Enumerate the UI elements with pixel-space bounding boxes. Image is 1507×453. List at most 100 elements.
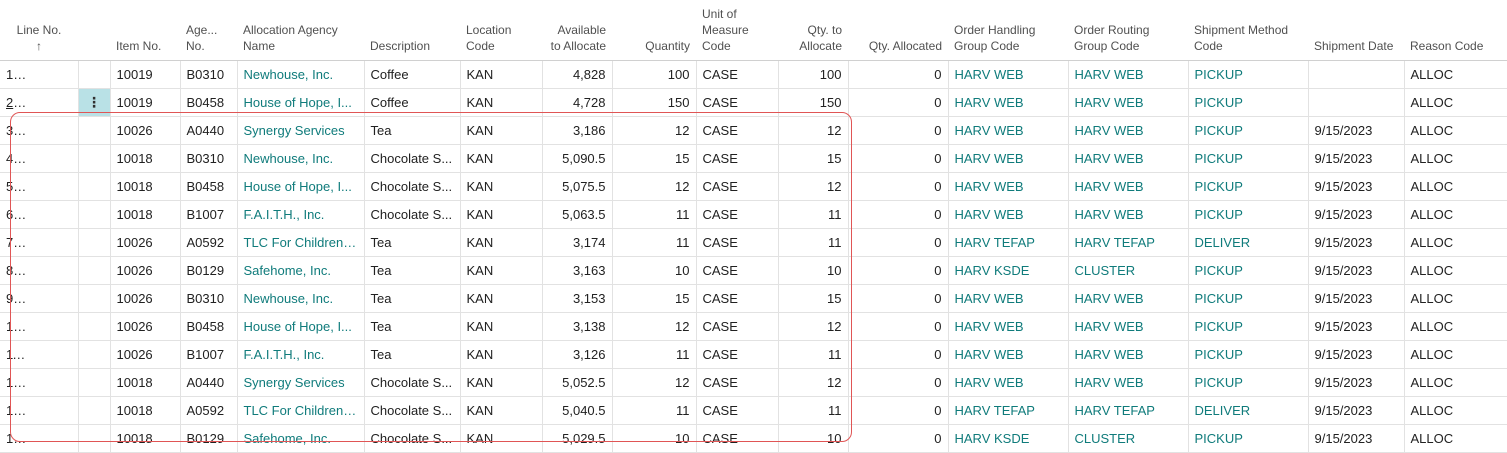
col-header-shipment-date[interactable]: Shipment Date [1308, 0, 1404, 61]
routing-cell[interactable]: HARV WEB [1067, 340, 1188, 369]
agency-name-cell[interactable]: TLC For Children ... [236, 228, 364, 257]
description-cell[interactable]: Coffee [363, 88, 460, 117]
description-cell[interactable]: Chocolate S... [363, 172, 460, 201]
quantity-cell[interactable]: 11 [611, 340, 696, 369]
agency-name-cell[interactable]: F.A.I.T.H., Inc. [236, 200, 364, 229]
uom-cell[interactable]: CASE [695, 116, 778, 145]
reason-cell[interactable]: ALLOC [1403, 256, 1507, 285]
item-no-cell[interactable]: 10026 [109, 116, 180, 145]
col-header-shipment-method[interactable]: Shipment Method Code [1188, 0, 1308, 61]
shipment-date-cell[interactable]: 9/15/2023 [1307, 340, 1404, 369]
qty-to-allocate-cell[interactable]: 15 [777, 284, 848, 313]
routing-cell[interactable]: CLUSTER [1067, 256, 1188, 285]
table-row[interactable]: 120000 10018 A0440 Synergy Services Chocolat… [0, 368, 1507, 397]
row-actions-icon[interactable]: ⋮ [87, 94, 101, 110]
shipment-method-cell[interactable]: PICKUP [1187, 284, 1308, 313]
agency-no-cell[interactable]: B0310 [179, 284, 237, 313]
quantity-cell[interactable]: 12 [611, 116, 696, 145]
shipment-method-cell[interactable]: PICKUP [1187, 144, 1308, 173]
line-no-cell[interactable]: 130000 [0, 396, 78, 425]
routing-cell[interactable]: HARV TEFAP [1067, 396, 1188, 425]
shipment-method-cell[interactable]: PICKUP [1187, 368, 1308, 397]
table-row[interactable]: 110000 10026 B1007 F.A.I.T.H., Inc. Tea KAN 3,… [0, 340, 1507, 369]
table-row[interactable]: 90000 10026 B0310 Newhouse, Inc. Tea KAN 3,153… [0, 284, 1507, 313]
description-cell[interactable]: Tea [363, 340, 460, 369]
line-no-cell[interactable]: 40000 [0, 144, 78, 173]
qty-to-allocate-cell[interactable]: 12 [777, 312, 848, 341]
quantity-cell[interactable]: 10 [611, 256, 696, 285]
handling-cell[interactable]: HARV WEB [947, 116, 1068, 145]
routing-cell[interactable]: CLUSTER [1067, 424, 1188, 453]
quantity-cell[interactable]: 10 [611, 424, 696, 453]
handling-cell[interactable]: HARV KSDE [947, 424, 1068, 453]
routing-cell[interactable]: HARV WEB [1067, 116, 1188, 145]
location-cell[interactable]: KAN [459, 340, 542, 369]
shipment-method-cell[interactable]: PICKUP [1187, 340, 1308, 369]
quantity-cell[interactable]: 15 [611, 284, 696, 313]
reason-cell[interactable]: ALLOC [1403, 60, 1507, 89]
uom-cell[interactable]: CASE [695, 312, 778, 341]
description-cell[interactable]: Tea [363, 228, 460, 257]
location-cell[interactable]: KAN [459, 88, 542, 117]
uom-cell[interactable]: CASE [695, 88, 778, 117]
uom-cell[interactable]: CASE [695, 340, 778, 369]
handling-cell[interactable]: HARV WEB [947, 172, 1068, 201]
shipment-date-cell[interactable]: 9/15/2023 [1307, 424, 1404, 453]
col-header-agency-no[interactable]: Age... No. [180, 0, 237, 61]
handling-cell[interactable]: HARV KSDE [947, 256, 1068, 285]
shipment-method-cell[interactable]: DELIVER [1187, 228, 1308, 257]
location-cell[interactable]: KAN [459, 312, 542, 341]
row-menu-cell[interactable] [77, 60, 110, 89]
shipment-method-cell[interactable]: PICKUP [1187, 60, 1308, 89]
shipment-date-cell[interactable]: 9/15/2023 [1307, 396, 1404, 425]
location-cell[interactable]: KAN [459, 116, 542, 145]
shipment-date-cell[interactable]: 9/15/2023 [1307, 228, 1404, 257]
shipment-method-cell[interactable]: PICKUP [1187, 256, 1308, 285]
line-no-cell[interactable]: 120000 [0, 368, 78, 397]
uom-cell[interactable]: CASE [695, 368, 778, 397]
agency-name-cell[interactable]: Newhouse, Inc. [236, 284, 364, 313]
location-cell[interactable]: KAN [459, 144, 542, 173]
location-cell[interactable]: KAN [459, 60, 542, 89]
shipment-date-cell[interactable]: 9/15/2023 [1307, 172, 1404, 201]
line-no-cell[interactable]: 140000 [0, 424, 78, 453]
item-no-cell[interactable]: 10018 [109, 144, 180, 173]
description-cell[interactable]: Tea [363, 312, 460, 341]
col-header-uom[interactable]: Unit of Measure Code [696, 0, 778, 61]
col-header-qty-allocated[interactable]: Qty. Allocated [848, 0, 948, 61]
uom-cell[interactable]: CASE [695, 228, 778, 257]
qty-to-allocate-cell[interactable]: 12 [777, 368, 848, 397]
handling-cell[interactable]: HARV WEB [947, 144, 1068, 173]
agency-no-cell[interactable]: B0458 [179, 88, 237, 117]
handling-cell[interactable]: HARV WEB [947, 284, 1068, 313]
agency-no-cell[interactable]: B1007 [179, 200, 237, 229]
description-cell[interactable]: Chocolate S... [363, 396, 460, 425]
shipment-date-cell[interactable]: 9/15/2023 [1307, 312, 1404, 341]
description-cell[interactable]: Tea [363, 116, 460, 145]
line-no-cell[interactable]: 70000 [0, 228, 78, 257]
shipment-date-cell[interactable]: 9/15/2023 [1307, 284, 1404, 313]
item-no-cell[interactable]: 10026 [109, 228, 180, 257]
agency-no-cell[interactable]: B0129 [179, 424, 237, 453]
quantity-cell[interactable]: 150 [611, 88, 696, 117]
col-header-line-no[interactable]: Line No. ↑ [0, 0, 78, 61]
row-menu-cell[interactable] [77, 200, 110, 229]
line-no-cell[interactable]: 110000 [0, 340, 78, 369]
location-cell[interactable]: KAN [459, 396, 542, 425]
routing-cell[interactable]: HARV WEB [1067, 368, 1188, 397]
qty-to-allocate-cell[interactable]: 15 [777, 144, 848, 173]
routing-cell[interactable]: HARV WEB [1067, 284, 1188, 313]
col-header-reason[interactable]: Reason Code [1404, 0, 1507, 61]
col-header-location[interactable]: Location Code [460, 0, 542, 61]
agency-name-cell[interactable]: TLC For Children ... [236, 396, 364, 425]
reason-cell[interactable]: ALLOC [1403, 88, 1507, 117]
table-row[interactable]: 80000 10026 B0129 Safehome, Inc. Tea KAN 3,163… [0, 256, 1507, 285]
quantity-cell[interactable]: 11 [611, 228, 696, 257]
agency-name-cell[interactable]: Safehome, Inc. [236, 256, 364, 285]
table-row[interactable]: 60000 10018 B1007 F.A.I.T.H., Inc. Chocolate… [0, 200, 1507, 229]
agency-no-cell[interactable]: A0592 [179, 228, 237, 257]
routing-cell[interactable]: HARV WEB [1067, 200, 1188, 229]
quantity-cell[interactable]: 12 [611, 172, 696, 201]
uom-cell[interactable]: CASE [695, 396, 778, 425]
handling-cell[interactable]: HARV WEB [947, 312, 1068, 341]
